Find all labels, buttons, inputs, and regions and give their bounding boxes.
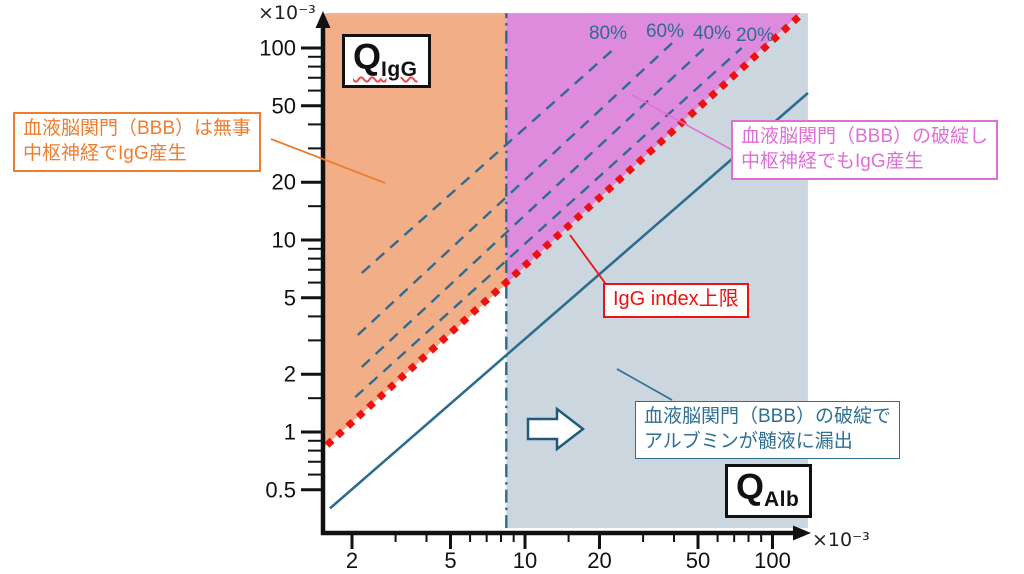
region-bbb-intact-intrathecal-igg bbox=[325, 13, 507, 447]
x-tick-label-50: 50 bbox=[686, 548, 710, 573]
y-tick-label-1: 1 bbox=[284, 420, 296, 445]
x-axis-multiplier: ×10⁻³ bbox=[812, 529, 870, 551]
note-albumin-leak: 血液脳関門（BBB）の破綻で アルブミンが髄液に漏出 bbox=[635, 401, 901, 459]
x-tick-label-100: 100 bbox=[754, 548, 791, 573]
line-synthesis-60pct bbox=[356, 42, 673, 336]
y-tick-label-50: 50 bbox=[272, 93, 296, 118]
qigg-text: QIgG bbox=[353, 36, 418, 81]
line-label-synthesis-80pct: 80% bbox=[589, 23, 627, 44]
y-tick-label-100: 100 bbox=[259, 36, 296, 61]
connector-blue-note bbox=[616, 368, 673, 401]
x-axis-arrowhead bbox=[793, 525, 811, 541]
qalb-axis-title: QAlb bbox=[725, 464, 813, 519]
line-label-synthesis-60pct: 60% bbox=[646, 21, 684, 42]
y-axis-multiplier: ×10⁻³ bbox=[258, 2, 316, 24]
line-albumin-reference bbox=[329, 92, 809, 510]
note-bbb-intact: 血液脳関門（BBB）は無事 中枢神経でIgG産生 bbox=[13, 112, 262, 172]
x-tick-label-2: 2 bbox=[346, 548, 358, 573]
line-label-synthesis-40pct: 40% bbox=[693, 23, 731, 44]
note-bbb-disrupted-igg: 血液脳関門（BBB）の破綻し 中枢神経でもIgG産生 bbox=[731, 120, 999, 180]
y-tick-label-0.5: 0.5 bbox=[265, 477, 296, 502]
line-synthesis-20pct bbox=[354, 47, 743, 398]
qalb-text: QAlb bbox=[736, 466, 800, 511]
line-igg-index-upper-limit bbox=[324, 11, 804, 448]
y-tick-label-20: 20 bbox=[272, 170, 296, 195]
note-igg-index-limit: IgG index上限 bbox=[603, 283, 749, 318]
connector-pink-note bbox=[631, 94, 735, 152]
y-tick-label-2: 2 bbox=[284, 362, 296, 387]
y-tick-label-5: 5 bbox=[284, 285, 296, 310]
y-axis-arrowhead bbox=[315, 11, 331, 28]
x-tick-label-20: 20 bbox=[587, 548, 611, 573]
line-synthesis-40pct bbox=[360, 43, 710, 368]
x-tick-label-5: 5 bbox=[444, 548, 456, 573]
right-block-arrow-icon bbox=[526, 406, 586, 452]
line-label-synthesis-20pct: 20% bbox=[736, 25, 774, 46]
qigg-axis-title: QIgG bbox=[342, 34, 431, 89]
x-tick-label-10: 10 bbox=[513, 548, 537, 573]
connector-red-note bbox=[569, 234, 609, 288]
connector-orange-note bbox=[270, 138, 386, 184]
y-tick-label-10: 10 bbox=[272, 228, 296, 253]
